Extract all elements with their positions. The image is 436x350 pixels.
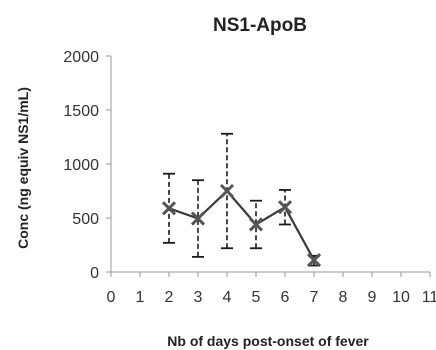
error-bars [163,132,320,267]
x-tick-label: 0 [107,289,116,306]
y-tick-label: 500 [72,211,99,228]
axes: 0 500 1000 1500 2000 0 1 2 3 4 5 6 7 8 9 10 11 [63,49,436,306]
data-markers [161,183,322,268]
x-tick-label: 5 [252,289,261,306]
y-tick-label: 2000 [63,49,99,66]
x-tick-label: 9 [368,289,377,306]
chart-title: NS1-ApoB [213,15,307,36]
marker-stroke [277,200,293,215]
y-tick-label: 0 [90,265,99,282]
x-tick-label: 2 [165,289,174,306]
marker-stroke [190,211,206,226]
data-point [219,183,235,199]
y-tick-label: 1500 [63,103,99,120]
marker-stroke [219,183,235,199]
x-tick-label: 11 [422,289,436,306]
y-axis-label: Conc (ng equiv NS1/mL) [15,87,31,249]
data-point [161,201,177,216]
x-tick-label: 10 [392,289,410,306]
x-tick-label: 4 [223,289,232,306]
x-tick-label: 6 [281,289,290,306]
y-tick-label: 1000 [63,157,99,174]
series-line [168,189,315,261]
x-axis-label: Nb of days post-onset of fever [167,333,369,349]
data-series [168,189,315,261]
x-tick-label: 7 [310,289,319,306]
data-point [306,253,322,268]
data-point [190,211,206,226]
data-point [248,217,264,232]
marker-stroke [161,201,177,216]
x-tick-label: 8 [339,289,348,306]
x-tick-label: 3 [194,289,203,306]
marker-stroke [248,217,264,232]
x-tick-label: 1 [136,289,145,306]
marker-stroke [306,253,322,268]
data-point [277,200,293,215]
